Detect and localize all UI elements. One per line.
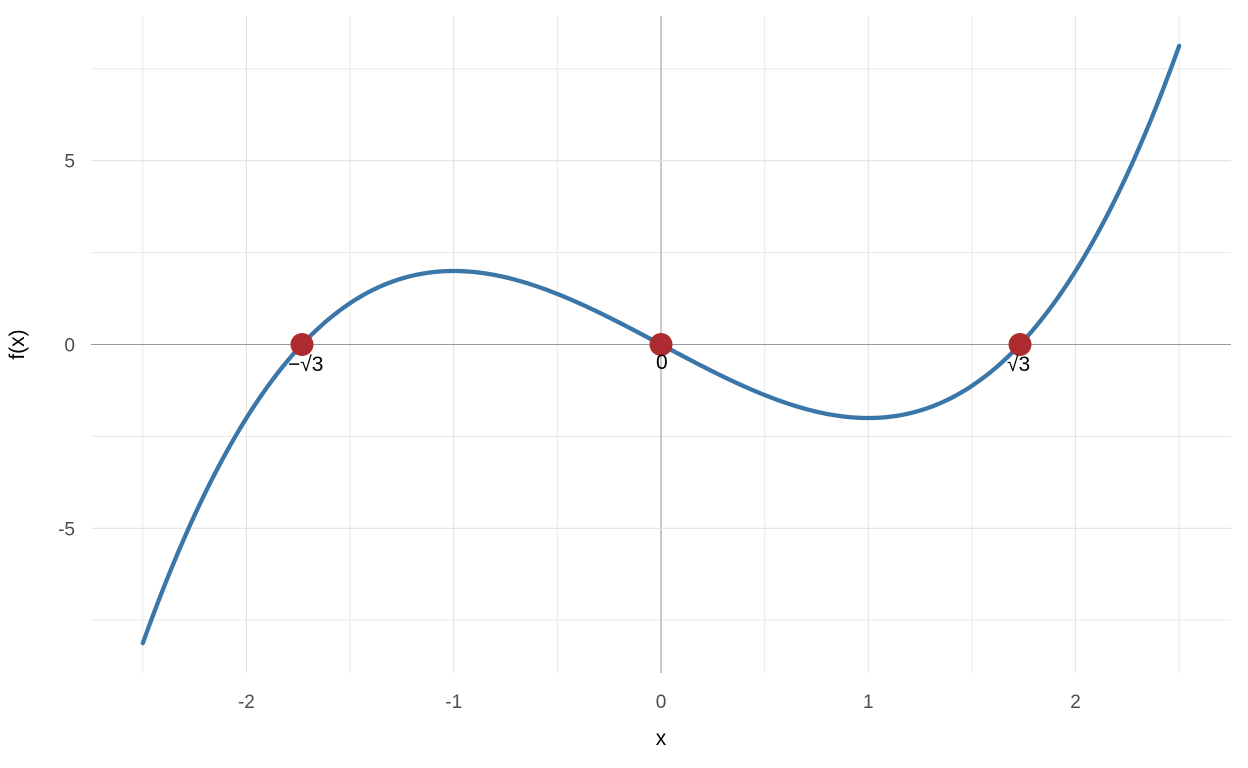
svg-text:5: 5 <box>64 152 75 173</box>
svg-text:-1: -1 <box>445 692 462 713</box>
svg-text:0: 0 <box>64 336 75 357</box>
svg-text:0: 0 <box>656 351 668 374</box>
svg-text:f(x): f(x) <box>6 329 29 359</box>
svg-text:−√3: −√3 <box>288 353 323 376</box>
svg-text:-5: -5 <box>58 519 75 540</box>
svg-text:2: 2 <box>1070 692 1081 713</box>
svg-text:x: x <box>656 727 667 750</box>
svg-text:-2: -2 <box>238 692 255 713</box>
svg-text:√3: √3 <box>1007 353 1030 376</box>
svg-text:1: 1 <box>863 692 874 713</box>
svg-text:0: 0 <box>656 692 667 713</box>
